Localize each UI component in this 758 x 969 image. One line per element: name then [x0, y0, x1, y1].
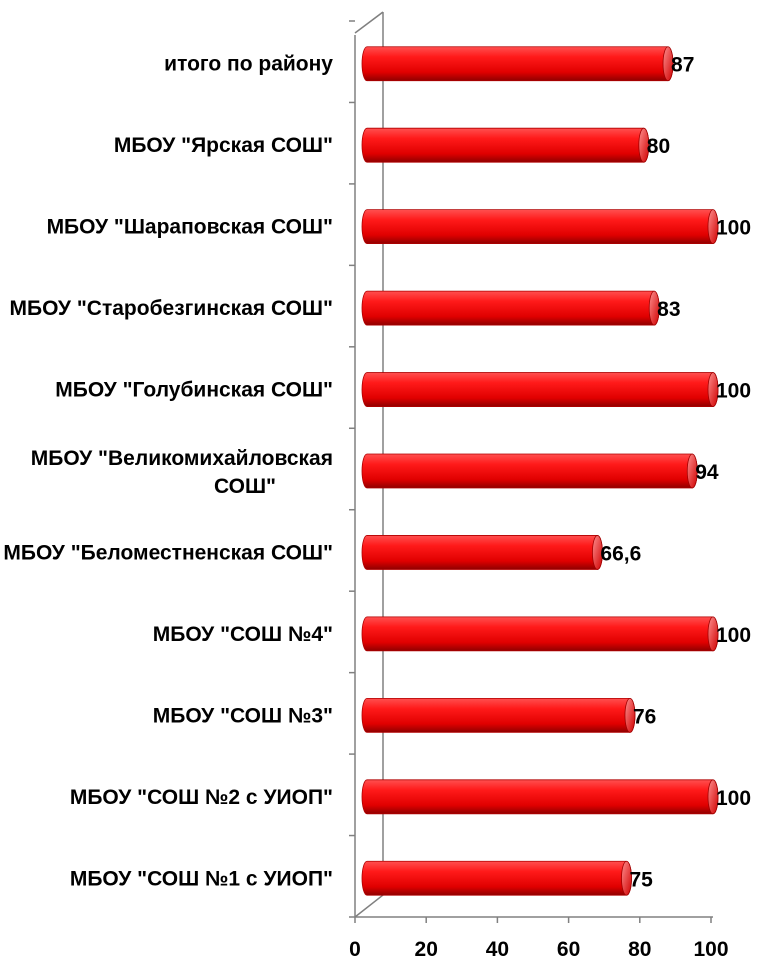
bar-body	[361, 697, 636, 733]
category-label: МБОУ "Беломестненская СОШ"	[3, 541, 333, 564]
bar-body	[361, 860, 632, 896]
data-label: 94	[695, 461, 719, 484]
bar-body	[361, 535, 603, 570]
chart-labels: 0 20 40 60 80 100 75 МБОУ "СОШ №1 с УИОП" 100 МБО…	[3, 53, 751, 961]
category-label: МБОУ "Голубинская СОШ"	[55, 379, 333, 402]
bar	[361, 290, 660, 326]
category-label: МБОУ "СОШ №1 с УИОП"	[70, 867, 333, 890]
x-tick-label: 40	[486, 938, 509, 961]
data-label: 75	[630, 868, 654, 891]
category-label: МБОУ "СОШ №4"	[153, 623, 333, 646]
data-label: 100	[716, 380, 751, 403]
data-label: 100	[716, 787, 751, 810]
x-tick-label: 0	[349, 938, 361, 961]
bar-cap	[624, 697, 636, 733]
bar	[361, 127, 650, 163]
x-tick-label: 60	[557, 938, 580, 961]
category-label: итого по району	[164, 53, 333, 76]
bar-body	[361, 372, 719, 407]
bar	[361, 372, 719, 407]
bar-cap	[707, 779, 719, 815]
bar	[361, 209, 719, 245]
bar	[361, 697, 636, 733]
bar-cap	[648, 290, 660, 326]
bar	[361, 860, 632, 896]
floor-edge	[354, 894, 384, 918]
bar-body	[361, 453, 698, 489]
x-tick-label: 80	[628, 938, 651, 961]
category-label: МБОУ "СОШ №2 с УИОП"	[70, 786, 333, 809]
category-label-line2: СОШ"	[214, 475, 276, 498]
data-label: 87	[671, 54, 694, 77]
bar-body	[361, 46, 674, 82]
chart-bars	[361, 46, 719, 896]
category-label: МБОУ "СОШ №3"	[153, 704, 333, 727]
bar	[361, 616, 719, 652]
back-wall-top-edge	[354, 11, 384, 34]
category-label: МБОУ "Старобезгинская СОШ"	[10, 297, 333, 320]
data-label: 80	[647, 135, 670, 158]
bar	[361, 779, 719, 815]
data-label: 83	[657, 298, 680, 321]
bar	[361, 535, 603, 570]
bar-cap	[638, 127, 650, 163]
bar-cap	[707, 209, 719, 245]
category-label: МБОУ "Великомихайловская	[31, 447, 333, 470]
x-tick-label: 100	[693, 938, 728, 961]
bar-cap	[686, 453, 698, 489]
data-label: 100	[716, 217, 751, 240]
bar-body	[361, 127, 650, 163]
category-label: МБОУ "Шараповская СОШ"	[47, 216, 333, 239]
bar-cap	[592, 535, 603, 570]
data-label: 76	[633, 705, 656, 728]
bar-cap	[621, 860, 632, 896]
data-label: 100	[716, 624, 751, 647]
data-label: 66,6	[600, 542, 641, 565]
bar-cap	[707, 616, 719, 652]
bar-body	[361, 616, 719, 652]
category-label: МБОУ "Ярская СОШ"	[114, 134, 333, 157]
bar-body	[361, 209, 719, 245]
bar-cap	[662, 46, 674, 82]
bar	[361, 46, 674, 82]
bar-body	[361, 779, 719, 815]
bar-cap	[707, 372, 719, 407]
bar-body	[361, 290, 660, 326]
bar	[361, 453, 698, 489]
x-tick-label: 20	[415, 938, 438, 961]
